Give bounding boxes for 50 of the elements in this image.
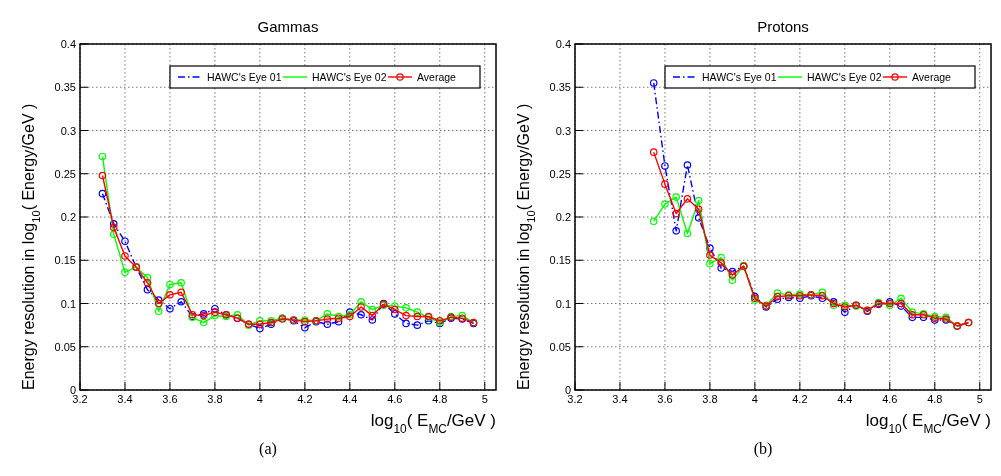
legend-label: Average <box>912 71 952 83</box>
x-tick-label: 4.2 <box>792 393 808 405</box>
y-tick-label: 0.1 <box>555 297 571 310</box>
x-tick-label: 3.2 <box>72 393 88 405</box>
y-tick-label: 0.05 <box>54 340 76 353</box>
chart-title: Protons <box>757 18 809 35</box>
legend-label: HAWC's Eye 01 <box>207 71 282 83</box>
chart-title: Gammas <box>257 18 319 35</box>
x-tick-label: 4 <box>751 393 758 405</box>
y-tick-label: 0.05 <box>549 340 571 353</box>
x-tick-label: 5 <box>976 393 983 405</box>
text: (b) <box>753 440 773 458</box>
x-tick-label: 3.4 <box>117 393 133 405</box>
x-tick-label: 3.8 <box>702 393 718 405</box>
y-tick-label: 0 <box>564 384 571 396</box>
text: (a) <box>259 440 277 458</box>
y-tick-label: 0.15 <box>54 254 76 267</box>
x-tick-label: 4.6 <box>882 393 898 405</box>
y-tick-label: 0.3 <box>60 124 76 137</box>
x-tick-label: 4.8 <box>432 393 448 405</box>
x-tick-label: 3.6 <box>657 393 673 405</box>
y-tick-label: 0.35 <box>549 81 571 94</box>
x-tick-label: 4.2 <box>297 393 313 405</box>
x-tick-label: 4.6 <box>387 393 403 405</box>
y-tick-label: 0.1 <box>60 297 76 310</box>
x-tick-label: 3.8 <box>207 393 223 405</box>
y-tick-label: 0.4 <box>60 38 76 50</box>
y-tick-label: 0.3 <box>555 124 571 137</box>
x-tick-label: 3.6 <box>162 393 178 405</box>
legend-label: HAWC's Eye 01 <box>702 71 777 83</box>
legend-label: HAWC's Eye 02 <box>312 71 387 83</box>
x-tick-label: 3.4 <box>612 393 628 405</box>
legend-label: HAWC's Eye 02 <box>807 71 882 83</box>
x-axis-title: log$_{10}$( E$_{MC}$/GeV ) <box>370 411 496 436</box>
y-tick-label: 0.35 <box>54 81 76 94</box>
y-tick-label: 0.2 <box>555 211 571 223</box>
y-tick-label: 0.25 <box>54 167 76 180</box>
x-tick-label: 4.4 <box>837 393 853 405</box>
x-axis-title: log$_{10}$( E$_{MC}$/GeV ) <box>865 411 991 436</box>
y-tick-label: 0.2 <box>60 211 76 223</box>
x-tick-label: 4.4 <box>342 393 358 405</box>
y-tick-label: 0.4 <box>555 38 571 50</box>
x-tick-label: 3.2 <box>567 393 583 405</box>
x-tick-label: 5 <box>481 393 488 405</box>
legend-label: Average <box>417 71 457 83</box>
y-tick-label: 0 <box>69 384 76 396</box>
y-tick-label: 0.15 <box>549 254 571 267</box>
x-tick-label: 4.8 <box>927 393 943 405</box>
y-tick-label: 0.25 <box>549 167 571 180</box>
x-tick-label: 4 <box>256 393 263 405</box>
